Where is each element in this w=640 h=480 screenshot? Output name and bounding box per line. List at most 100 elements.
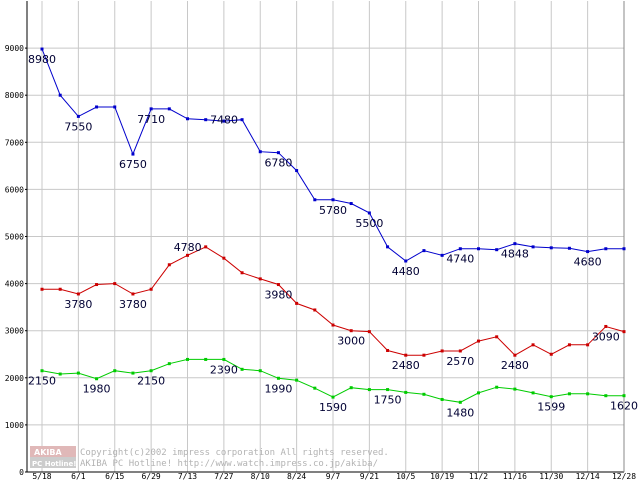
data-label: 7550 [64,120,92,133]
series-point [258,150,262,154]
series-point [567,343,571,347]
data-label: 3000 [337,335,365,348]
data-label: 7480 [210,114,238,127]
data-label: 3780 [64,298,92,311]
series-point [40,369,44,373]
data-label: 5780 [319,204,347,217]
series-point [422,249,426,253]
y-tick-label: 3000 [5,327,24,336]
series-point [76,371,80,375]
x-tick-label: 8/10 [251,472,270,480]
data-label: 2570 [446,355,474,368]
series-point [149,287,153,291]
x-tick-label: 6/29 [141,472,160,480]
series-point [440,349,444,353]
series-point [440,253,444,257]
series-point [495,248,499,252]
series-point [95,377,99,381]
y-tick-label: 9000 [5,44,24,53]
series-point [604,324,608,328]
data-label: 4480 [392,265,420,278]
series-point [58,287,62,291]
series-point [76,114,80,118]
series-point [531,343,535,347]
series-point [349,202,353,206]
series-point [549,395,553,399]
x-tick-label: 11/30 [539,472,563,480]
x-tick-label: 10/19 [430,472,454,480]
series-point [258,369,262,373]
series-point [222,256,226,260]
x-tick-label: 5/18 [32,472,51,480]
akiba-logo: AKIBA PC Hotline! [30,446,76,468]
series-point [367,388,371,392]
series-point [404,390,408,394]
data-label: 3980 [264,289,292,302]
series-point [295,301,299,305]
series-point [604,394,608,398]
x-tick-label: 11/16 [503,472,527,480]
data-label: 2150 [137,375,165,388]
x-tick-label: 11/2 [469,472,488,480]
series-point [240,367,244,371]
series-point [76,292,80,296]
data-label: 1599 [537,401,565,414]
data-label: 4780 [174,241,202,254]
x-tick-label: 10/5 [396,472,415,480]
series-point [149,369,153,373]
series-point [495,335,499,339]
series-point [349,386,353,390]
series-point [186,357,189,361]
series-point [167,107,171,111]
watermark: AKIBA PC Hotline! Copyright(c)2002 impre… [30,446,389,469]
data-label: 1750 [374,394,402,407]
series-point [349,329,353,333]
data-label: 1590 [319,401,347,414]
x-tick-label: 6/1 [71,472,86,480]
series-point [622,247,626,251]
y-tick-label: 1000 [5,421,24,430]
series-point [240,118,244,122]
series-point [331,323,335,327]
series-point [131,152,135,156]
series-point [404,259,408,263]
series-point [622,330,626,334]
series-point [586,250,590,254]
series-point [440,397,444,401]
series-point [276,376,280,380]
series-point [331,395,335,399]
series-point [386,388,390,392]
series-point [167,263,171,267]
series-point [95,283,99,287]
series-point [276,151,280,155]
data-label: 4740 [446,253,474,266]
series-point [477,339,480,343]
series-point [295,378,299,382]
series-point [95,105,99,109]
series-point [604,247,608,251]
data-label: 1980 [83,383,111,396]
data-label: 2480 [392,359,420,372]
x-tick-label: 6/15 [105,472,124,480]
series-point [404,353,408,357]
series-point [313,386,317,390]
data-label: 7710 [137,113,165,126]
series-point [477,391,480,395]
data-label: 6780 [264,157,292,170]
series-point [186,253,189,257]
data-label: 2390 [210,363,238,376]
series-point [477,247,480,251]
series-point [622,394,626,398]
series-point [586,343,590,347]
series-point [186,117,189,121]
x-tick-label: 12/14 [576,472,600,480]
series-point [458,349,462,353]
data-label: 6750 [119,158,147,171]
x-tick-label: 12/28 [612,472,636,480]
y-tick-label: 4000 [5,280,24,289]
y-tick-label: 0 [19,468,24,477]
data-label: 2480 [501,359,529,372]
series-point [113,105,117,109]
series-point [276,283,280,287]
